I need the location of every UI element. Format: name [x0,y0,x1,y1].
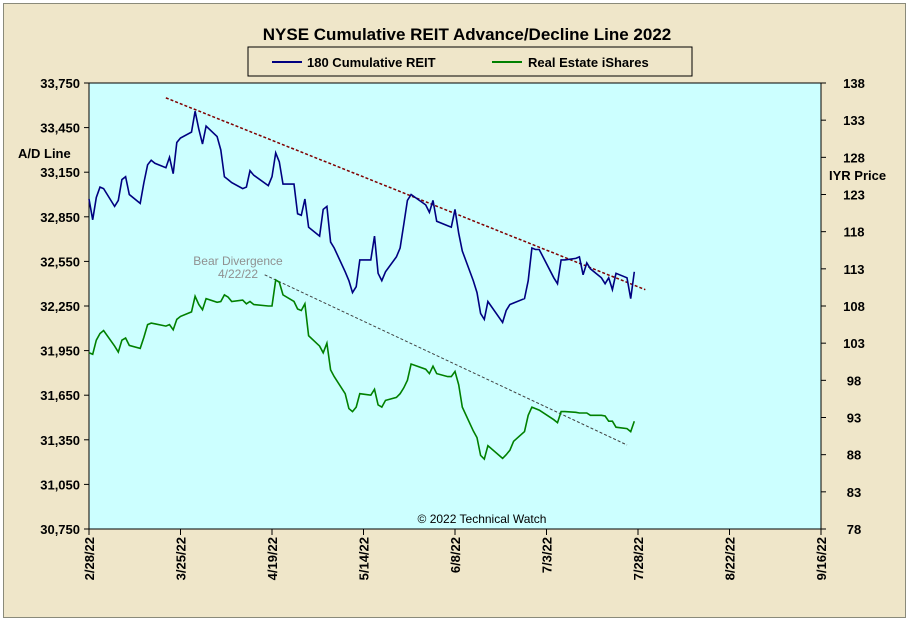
x-tick-label: 2/28/22 [82,537,97,580]
y-right-axis-label: IYR Price [829,168,886,183]
iyr-trendline [264,274,628,446]
x-tick-label: 9/16/22 [814,537,829,580]
series-line-180-cumulative-reit [88,111,636,325]
y-left-tick-label: 31,650 [40,388,80,403]
y-right-tick-label: 123 [843,188,865,203]
y-right-tick-label: 118 [844,225,865,240]
annotation-bear-divergence: Bear Divergence [193,254,283,268]
plot-area [88,82,822,530]
chart-title: NYSE Cumulative REIT Advance/Decline Lin… [263,25,671,44]
y-left-tick-label: 31,350 [40,433,80,448]
reit-ad-line-chart: NYSE Cumulative REIT Advance/Decline Lin… [18,25,886,580]
annotation-date: 4/22/22 [218,267,258,281]
y-left-tick-label: 32,250 [40,299,80,314]
chart-frame: NYSE Cumulative REIT Advance/Decline Lin… [3,3,906,618]
y-right-tick-label: 113 [844,262,865,277]
y-left-tick-label: 32,850 [40,210,80,225]
y-left-tick-label: 31,050 [40,477,80,492]
x-tick-label: 7/3/22 [540,537,555,573]
y-left-tick-label: 33,450 [40,121,80,136]
y-right-tick-label: 93 [847,411,861,426]
x-tick-label: 7/28/22 [631,537,646,580]
y-right-tick-label: 138 [843,76,865,91]
x-axis: 2/28/22 3/25/22 4/19/22 5/14/22 6/8/22 7/3/22… [82,529,829,580]
legend-box [247,46,693,77]
y-left-tick-label: 31,950 [40,344,80,359]
x-tick-label: 4/19/22 [265,537,280,580]
legend-label-iyr: Real Estate iShares [528,55,649,70]
x-tick-label: 6/8/22 [448,537,463,573]
y-left-axis-label: A/D Line [18,146,71,161]
x-tick-label: 3/25/22 [174,537,189,580]
reit-trendline [165,97,646,291]
x-tick-label: 5/14/22 [357,537,372,580]
y-right-axis: 78 83 88 93 98 103 108 113 118 123 128 133 138 [821,76,865,537]
y-right-tick-label: 133 [843,113,865,128]
legend-label-reit: 180 Cumulative REIT [307,55,436,70]
y-right-tick-label: 103 [843,336,865,351]
y-left-tick-label: 33,150 [40,165,80,180]
y-left-tick-label: 32,550 [40,254,80,269]
legend: 180 Cumulative REIT Real Estate iShares [247,46,693,77]
y-right-tick-label: 83 [847,485,861,500]
y-left-axis: 30,750 31,050 31,350 31,650 31,950 32,250 32,5… [40,76,89,537]
y-left-tick-label: 33,750 [40,76,80,91]
copyright-text: © 2022 Technical Watch [418,512,547,526]
x-tick-label: 8/22/22 [723,537,738,580]
y-left-tick-label: 30,750 [40,522,80,537]
y-right-tick-label: 78 [847,522,861,537]
series-line-real-estate-ishares [88,278,636,461]
y-right-tick-label: 88 [847,448,861,463]
y-right-tick-label: 128 [843,150,865,165]
y-right-tick-label: 98 [847,373,861,388]
y-right-tick-label: 108 [843,299,865,314]
